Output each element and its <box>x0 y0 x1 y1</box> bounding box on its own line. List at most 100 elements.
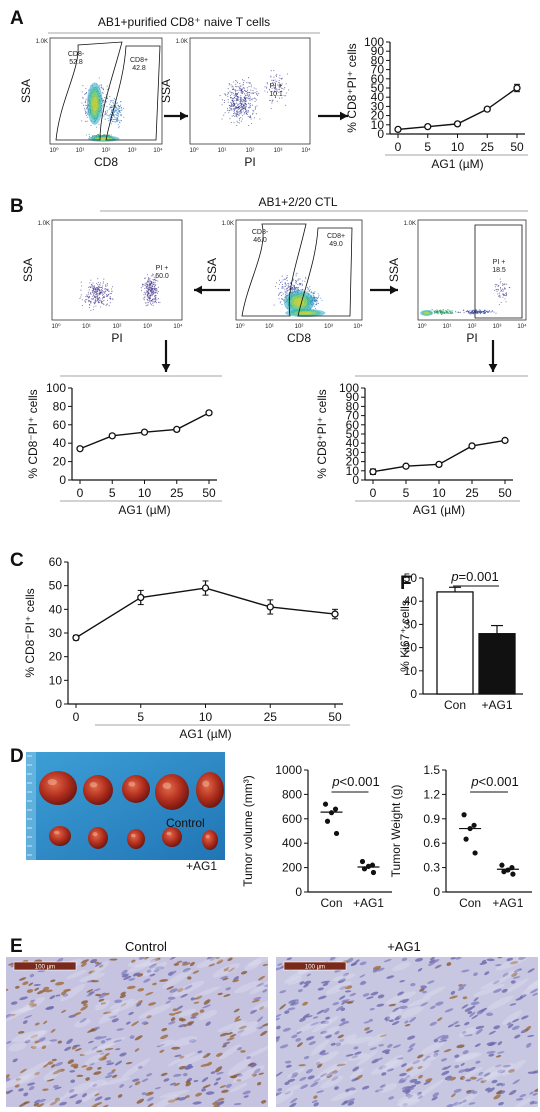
nucleus <box>222 1041 231 1045</box>
nucleus <box>454 1054 460 1059</box>
arrow-head <box>340 111 348 121</box>
stroma <box>296 1021 321 1033</box>
event-dot <box>147 280 149 282</box>
y-tick-label: 10 <box>346 464 360 478</box>
event-dot <box>233 81 235 83</box>
event-dot <box>146 285 148 288</box>
nucleus <box>320 980 330 984</box>
event-dot <box>94 301 96 304</box>
data-point <box>324 818 331 824</box>
event-dot <box>300 283 302 285</box>
event-dot <box>148 277 150 279</box>
nucleus <box>306 973 311 977</box>
event-dot <box>503 294 505 296</box>
micrographs: Control +AG1 100 µm 100 µm <box>6 939 538 1107</box>
event-dot <box>108 115 110 117</box>
y-tick-label: 100 <box>339 381 359 395</box>
event-dot <box>270 70 272 72</box>
event-dot <box>315 304 317 306</box>
event-dot <box>239 100 241 102</box>
nucleus <box>291 1002 300 1006</box>
x-tick-label: 10³ <box>274 148 283 154</box>
y-tick-label: 40 <box>346 436 360 450</box>
nucleus <box>57 1040 62 1044</box>
y-tick-label: 20 <box>371 109 385 123</box>
nucleus <box>94 1036 103 1040</box>
nucleus <box>93 1026 101 1030</box>
event-dot <box>118 106 120 108</box>
stroma <box>227 1058 252 1076</box>
category-label: Con <box>459 896 481 910</box>
nucleus <box>242 1090 251 1095</box>
nucleus <box>340 1018 346 1022</box>
event-dot <box>85 92 87 94</box>
nucleus <box>449 995 458 999</box>
nucleus <box>313 1095 318 1099</box>
nucleus <box>119 1083 125 1088</box>
nucleus <box>299 1076 307 1082</box>
event-dot <box>237 85 239 88</box>
nucleus <box>113 1039 123 1043</box>
event-dot <box>497 293 499 295</box>
x-tick-label: 10² <box>295 324 304 330</box>
x-tick-label: 50 <box>498 486 512 500</box>
event-dot <box>105 94 107 96</box>
event-dot <box>312 292 314 294</box>
nucleus <box>20 1068 27 1074</box>
nucleus <box>488 1053 495 1057</box>
event-dot <box>314 307 317 310</box>
event-dot <box>100 300 102 302</box>
event-dot <box>236 124 238 126</box>
nucleus <box>193 1079 199 1083</box>
event-dot <box>242 105 244 107</box>
nucleus <box>317 1063 323 1068</box>
event-dot <box>112 105 114 107</box>
nucleus <box>107 1071 115 1075</box>
event-dot <box>239 85 241 87</box>
event-dot <box>240 101 242 103</box>
nucleus <box>308 1041 316 1046</box>
nucleus <box>154 1086 161 1090</box>
nucleus <box>17 1031 25 1034</box>
event-dot <box>98 286 100 288</box>
event-dot <box>98 294 100 296</box>
event-dot <box>450 313 452 315</box>
event-dot <box>154 296 156 298</box>
event-dot <box>86 294 88 296</box>
event-dot <box>235 83 237 85</box>
nucleus <box>378 1065 387 1070</box>
event-dot <box>229 118 231 120</box>
event-dot <box>219 95 221 97</box>
event-dot <box>443 309 445 311</box>
event-dot <box>152 289 154 291</box>
nucleus <box>350 962 358 966</box>
nucleus <box>10 1001 18 1005</box>
nucleus <box>165 1000 172 1004</box>
event-dot <box>231 86 233 88</box>
event-dot <box>154 291 156 293</box>
event-dot <box>152 287 154 289</box>
stroma <box>159 1090 190 1098</box>
nucleus <box>529 988 538 994</box>
event-dot <box>88 289 90 291</box>
event-dot <box>230 84 232 86</box>
nucleus <box>416 1092 423 1096</box>
nucleus <box>55 994 61 997</box>
nucleus <box>45 1006 54 1010</box>
event-dot <box>148 278 150 280</box>
nucleus <box>475 1028 483 1035</box>
event-dot <box>110 106 112 108</box>
event-dot <box>154 284 156 286</box>
event-dot <box>247 110 249 112</box>
event-dot <box>153 276 155 278</box>
nucleus <box>237 1029 245 1033</box>
event-dot <box>108 305 110 307</box>
nucleus <box>475 1060 481 1064</box>
event-dot <box>94 288 96 290</box>
data-point <box>468 442 476 450</box>
nucleus <box>129 1035 135 1039</box>
event-dot <box>144 285 146 287</box>
nucleus <box>98 964 104 968</box>
stroma <box>392 962 411 971</box>
